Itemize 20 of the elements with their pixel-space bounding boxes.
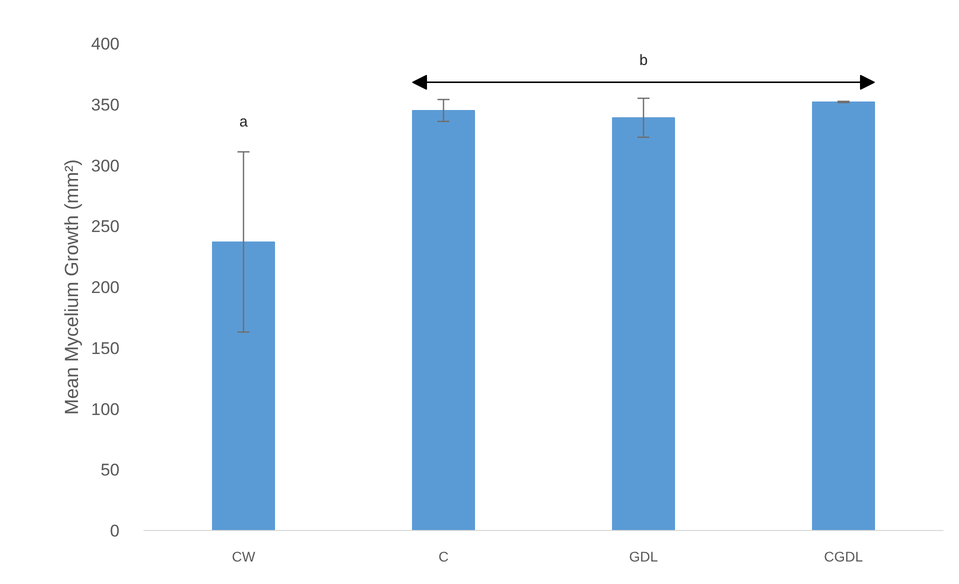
x-tick-label: CGDL (824, 548, 864, 564)
y-tick-label: 300 (91, 156, 120, 176)
y-tick-label: 350 (91, 95, 120, 114)
annotation: b (639, 52, 648, 69)
x-tick-label: CW (232, 548, 256, 564)
y-tick-label: 0 (110, 522, 120, 540)
bar (412, 110, 475, 530)
bar (812, 101, 875, 530)
bar (212, 241, 275, 530)
x-tick-label: C (438, 548, 449, 564)
y-tick-label: 250 (91, 217, 120, 236)
y-tick-label: 200 (91, 278, 120, 297)
y-tick-label: 400 (91, 34, 120, 54)
bar (612, 117, 675, 530)
y-tick-label: 150 (91, 338, 120, 358)
y-tick-label: 50 (100, 460, 120, 480)
y-tick-label: 100 (91, 400, 120, 419)
annotation: a (239, 113, 248, 130)
x-tick-label: GDL (629, 548, 658, 564)
y-axis-title: Mean Mycelium Growth (mm²) (62, 159, 84, 415)
